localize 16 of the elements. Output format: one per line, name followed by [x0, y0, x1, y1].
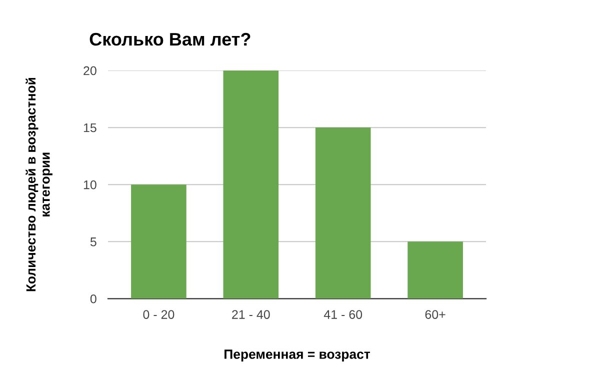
y-tick-label: 20 — [84, 66, 96, 76]
x-axis-title: Переменная = возраст — [224, 350, 370, 362]
x-tick-label: 60+ — [425, 310, 446, 319]
bar — [315, 128, 371, 299]
x-tick-label: 0 - 20 — [143, 310, 174, 319]
bar — [131, 184, 186, 299]
x-tick-label: 21 - 40 — [232, 310, 270, 319]
y-axis-title: Количество людей в возрастной категории — [26, 78, 52, 292]
x-tick-label: 41 - 60 — [324, 310, 362, 319]
chart-title: Сколько Вам лет? — [90, 32, 250, 46]
y-tick-label: 5 — [90, 238, 96, 246]
bar — [223, 70, 279, 299]
bar — [408, 242, 463, 299]
y-tick-label: 10 — [84, 180, 96, 190]
y-tick-label: 15 — [84, 123, 96, 132]
y-tick-label: 0 — [90, 294, 96, 304]
